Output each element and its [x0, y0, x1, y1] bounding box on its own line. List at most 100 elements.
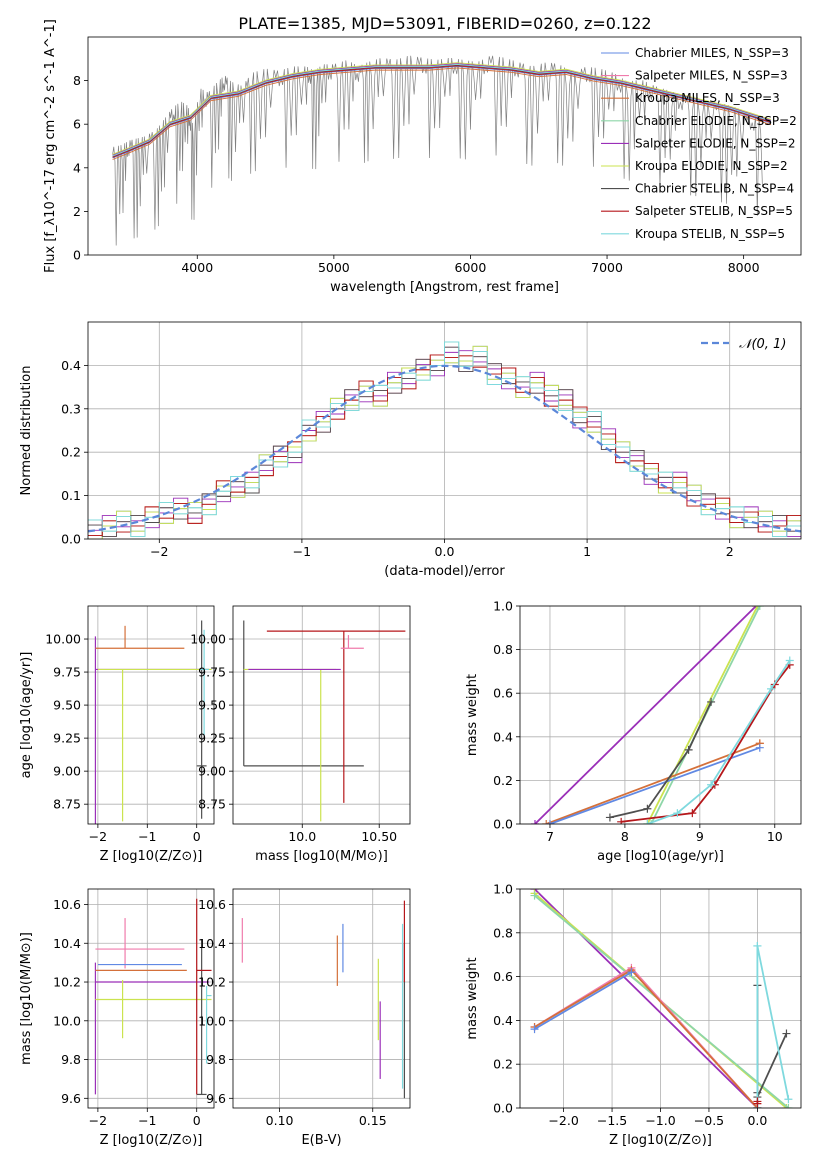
plot-area [88, 341, 801, 539]
x-axis-label: age [log10(age/yr)] [597, 849, 724, 864]
y-tick-label: 0.0 [493, 1101, 513, 1116]
y-tick-label: 0.8 [493, 642, 513, 657]
plot-area [94, 898, 212, 1096]
panel-mass-weight-vs-Z: −2.0 −1.5 −1.0 −0.5 0.0 0.0 0.2 0.4 0.6 0.8 1.0 Z [… [465, 882, 802, 1148]
weight-marker [530, 891, 539, 900]
weight-marker [707, 697, 716, 706]
x-tick-label: −1 [138, 1113, 156, 1128]
legend-label: Kroupa STELIB, N_SSP=5 [635, 227, 785, 241]
weight-marker [784, 1104, 793, 1108]
weight-line [534, 606, 757, 824]
x-axis-label: mass [log10(M/M⊙)] [255, 849, 388, 864]
y-tick-label: 0 [73, 248, 81, 263]
weight-marker [542, 820, 551, 824]
panel-age-vs-Z: −2 −1 0 8.75 9.00 9.25 9.50 9.75 10.00 Z [log10(Z… [19, 605, 215, 864]
weight-marker [707, 780, 716, 789]
axes-frame [87, 888, 215, 1109]
legend-label: Chabrier ELODIE, N_SSP=2 [635, 114, 797, 128]
panel-residual-histogram: −2 −1 0.0 1 2 0.0 0.1 0.2 0.3 0.4 (data-model)/err… [19, 321, 802, 579]
plot-area [112, 55, 772, 246]
x-tick-label: −2 [150, 544, 168, 559]
model-line [112, 63, 772, 156]
y-tick-label: 9.8 [206, 1052, 226, 1067]
y-tick-label: 8 [73, 73, 81, 88]
x-tick-label: 10.0 [288, 829, 316, 844]
weight-line [646, 606, 759, 824]
axes-frame [87, 321, 802, 540]
weight-marker [545, 820, 554, 824]
x-tick-label: −1.5 [597, 1113, 627, 1128]
y-tick-label: 9.50 [198, 698, 226, 713]
y-tick-label: 6 [73, 117, 81, 132]
y-axis-label: mass weight [465, 674, 480, 756]
plot-area [241, 900, 406, 1099]
weight-line [609, 701, 712, 819]
legend-label: 𝒩(0, 1) [739, 337, 786, 352]
y-tick-label: 10.2 [53, 975, 81, 990]
y-tick-label: 0.1 [61, 488, 81, 503]
x-tick-label: −1.0 [645, 1113, 675, 1128]
y-tick-label: 0.3 [61, 401, 81, 416]
y-tick-label: 9.00 [53, 764, 81, 779]
panel-mass-vs-Z: −2 −1 0 9.6 9.8 10.0 10.2 10.4 10.6 Z [log10(Z/Z⊙… [19, 888, 215, 1148]
x-tick-label: −2.0 [548, 1113, 578, 1128]
x-axis-label: E(B-V) [301, 1133, 341, 1148]
x-axis-label: (data-model)/error [384, 564, 505, 579]
weight-marker [673, 809, 682, 818]
weight-marker [688, 809, 697, 818]
weight-marker [753, 941, 762, 950]
x-tick-label: 8000 [728, 260, 760, 275]
x-tick-label: 0.0 [435, 544, 455, 559]
y-tick-label: 2 [73, 204, 81, 219]
weight-marker [753, 1097, 762, 1106]
x-tick-label: 5000 [318, 260, 350, 275]
weight-marker [643, 820, 652, 824]
x-tick-label: −2 [89, 1113, 107, 1128]
y-axis-label: Normed distribution [19, 366, 34, 496]
y-tick-label: 0.4 [493, 729, 513, 744]
x-tick-label: 7 [546, 829, 554, 844]
weight-marker [643, 804, 652, 813]
y-tick-label: 0.6 [493, 686, 513, 701]
weight-marker [627, 968, 636, 977]
y-tick-label: 10.0 [53, 1013, 81, 1028]
y-axis-label: mass weight [465, 957, 480, 1039]
weight-line [534, 971, 632, 1030]
x-tick-label: 10.50 [361, 829, 397, 844]
model-line [112, 62, 772, 155]
y-tick-label: 0.4 [61, 358, 81, 373]
y-tick-label: 9.00 [198, 764, 226, 779]
x-tick-label: 0.15 [359, 1113, 387, 1128]
y-axis-label: Flux [f_λ10^-17 erg cm^-2 s^-1 A^-1] [43, 19, 58, 273]
y-tick-label: 9.8 [61, 1052, 81, 1067]
weight-marker [755, 606, 764, 610]
legend-label: Kroupa ELODIE, N_SSP=2 [635, 159, 788, 173]
x-tick-label: −1 [293, 544, 311, 559]
x-tick-label: 0.10 [266, 1113, 294, 1128]
axes-frame [519, 888, 802, 1109]
y-tick-label: 8.75 [198, 797, 226, 812]
plot-area [243, 620, 406, 822]
y-tick-label: 1.0 [493, 599, 513, 614]
weight-marker [755, 743, 764, 752]
y-tick-label: 0.8 [493, 925, 513, 940]
x-axis-label: wavelength [Angstrom, rest frame] [330, 280, 559, 295]
y-tick-label: 0.2 [493, 773, 513, 788]
model-line [112, 65, 772, 159]
y-tick-label: 8.75 [53, 797, 81, 812]
weight-marker [617, 817, 626, 824]
x-tick-label: 4000 [181, 260, 213, 275]
model-line [112, 64, 772, 157]
x-axis-label: Z [log10(Z/Z⊙)] [609, 1133, 712, 1148]
y-tick-label: 9.25 [53, 731, 81, 746]
axes-frame [87, 36, 802, 256]
weight-line [549, 746, 761, 824]
x-tick-label: −0.5 [694, 1113, 724, 1128]
legend-label: Chabrier MILES, N_SSP=3 [635, 46, 789, 60]
y-tick-label: 10.4 [198, 936, 226, 951]
y-tick-label: 10.00 [190, 632, 226, 647]
x-tick-label: 0.0 [747, 1113, 767, 1128]
histogram-step [88, 341, 801, 537]
weight-line [545, 742, 761, 824]
x-tick-label: 6000 [455, 260, 487, 275]
